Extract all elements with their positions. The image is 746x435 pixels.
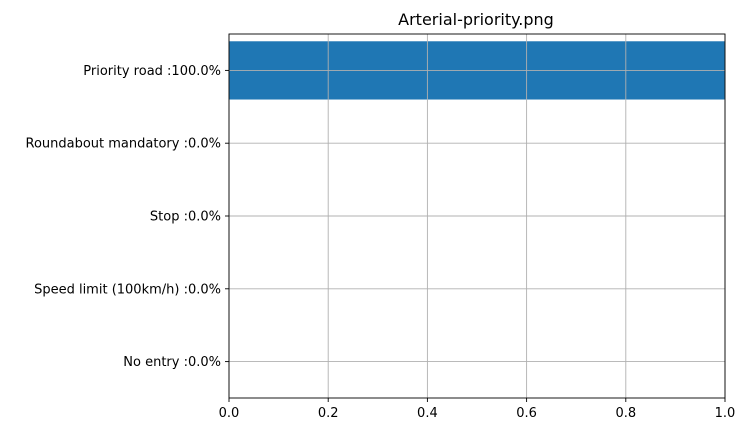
chart-title: Arterial-priority.png (398, 10, 554, 29)
x-tick-label-3: 0.6 (516, 406, 537, 421)
y-tick-label-0: Priority road :100.0% (83, 64, 221, 79)
y-tick-label-3: Speed limit (100km/h) :0.0% (34, 282, 221, 297)
x-tick-label-1: 0.2 (318, 406, 339, 421)
x-tick-label-0: 0.0 (219, 406, 240, 421)
x-tick-label-5: 1.0 (715, 406, 736, 421)
y-tick-label-1: Roundabout mandatory :0.0% (26, 137, 222, 152)
x-tick-label-4: 0.8 (615, 406, 636, 421)
y-tick-label-4: No entry :0.0% (123, 355, 221, 370)
y-tick-label-2: Stop :0.0% (150, 210, 221, 225)
ticks-layer: 0.0 0.2 0.4 0.6 0.8 1.0 Priority road :100.0% R… (26, 64, 736, 421)
x-tick-label-2: 0.4 (417, 406, 438, 421)
grid-layer (228, 34, 726, 398)
